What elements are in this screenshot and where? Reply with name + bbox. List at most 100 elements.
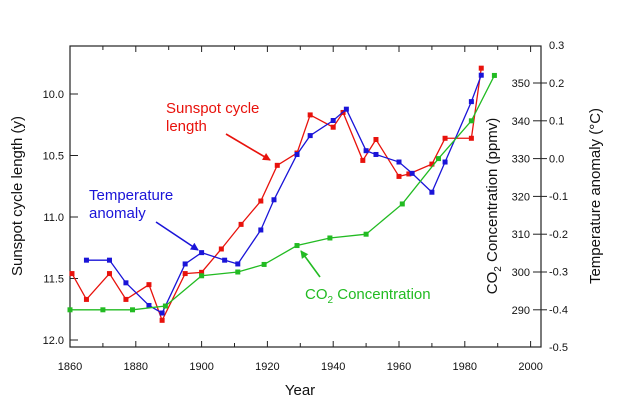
series-marker-2 bbox=[199, 273, 205, 279]
series-marker-1 bbox=[83, 257, 89, 263]
series-marker-1 bbox=[468, 99, 474, 105]
series-marker-1 bbox=[123, 280, 129, 286]
series-marker-2 bbox=[363, 231, 369, 237]
series-marker-1 bbox=[294, 151, 300, 157]
series-marker-2 bbox=[294, 243, 300, 249]
temperature-arrow bbox=[155, 221, 199, 251]
x-tick-label: 1920 bbox=[255, 361, 279, 373]
series-marker-0 bbox=[274, 162, 280, 168]
series-marker-0 bbox=[468, 135, 474, 141]
temp-tick-label: -0.5 bbox=[549, 342, 568, 354]
x-tick-label: 2000 bbox=[518, 361, 542, 373]
series-marker-0 bbox=[307, 112, 313, 118]
x-tick-label: 1880 bbox=[124, 361, 148, 373]
series-marker-0 bbox=[442, 135, 448, 141]
series-marker-0 bbox=[258, 198, 264, 204]
series-marker-0 bbox=[238, 221, 244, 227]
left-tick-label: 10.0 bbox=[43, 89, 64, 101]
x-tick-label: 1960 bbox=[387, 361, 411, 373]
series-marker-1 bbox=[271, 197, 277, 203]
series-marker-1 bbox=[343, 106, 349, 112]
series-marker-2 bbox=[468, 118, 474, 124]
temp-tick-label: -0.3 bbox=[549, 267, 568, 279]
series-marker-0 bbox=[123, 296, 129, 302]
series-marker-1 bbox=[409, 170, 415, 176]
series-marker-2 bbox=[327, 235, 333, 241]
series-marker-0 bbox=[360, 157, 366, 163]
series-marker-1 bbox=[106, 257, 112, 263]
temp-tick-label: -0.1 bbox=[549, 191, 568, 203]
co2-axis-title: CO2 Concentration (ppmv) bbox=[484, 118, 504, 294]
series-marker-0 bbox=[69, 271, 75, 277]
series-marker-1 bbox=[396, 159, 402, 165]
series-marker-1 bbox=[199, 250, 205, 256]
temp-axis-title: Temperature anomaly (°C) bbox=[587, 108, 604, 284]
x-axis-title: Year bbox=[285, 382, 315, 399]
co2-tick-label: 330 bbox=[512, 154, 530, 166]
series-marker-2 bbox=[67, 307, 73, 313]
left-axis-title: Sunspot cycle length (y) bbox=[9, 116, 26, 276]
x-tick-label: 1860 bbox=[58, 361, 82, 373]
series-marker-0 bbox=[406, 171, 412, 177]
series-marker-0 bbox=[373, 137, 379, 143]
series-marker-0 bbox=[429, 161, 435, 167]
series-marker-1 bbox=[363, 148, 369, 154]
series-marker-1 bbox=[373, 151, 379, 157]
series-marker-1 bbox=[307, 133, 313, 139]
series-marker-0 bbox=[83, 296, 89, 302]
series-marker-1 bbox=[235, 261, 241, 267]
series-marker-0 bbox=[182, 271, 188, 277]
temp-tick-label: -0.4 bbox=[549, 304, 568, 316]
series-marker-0 bbox=[218, 246, 224, 252]
x-tick-label: 1980 bbox=[453, 361, 477, 373]
co2-tick-label: 350 bbox=[512, 78, 530, 90]
co2-annotation: CO2 Concentration bbox=[305, 286, 431, 306]
series-marker-2 bbox=[130, 307, 136, 313]
temp-tick-label: 0.0 bbox=[549, 153, 564, 165]
temp-tick-label: -0.2 bbox=[549, 229, 568, 241]
series-marker-2 bbox=[162, 303, 168, 309]
series-marker-1 bbox=[330, 118, 336, 123]
co2-tick-label: 290 bbox=[512, 305, 530, 317]
co2-tick-label: 320 bbox=[512, 191, 530, 203]
series-marker-0 bbox=[199, 269, 205, 275]
series-marker-2 bbox=[100, 307, 106, 313]
series-marker-1 bbox=[429, 189, 435, 195]
co2-tick-label: 310 bbox=[512, 229, 530, 241]
co2-tick-label: 300 bbox=[512, 267, 530, 279]
sunspot-annotation: Sunspot cycle length bbox=[166, 100, 259, 135]
series-marker-1 bbox=[258, 227, 264, 233]
series-marker-0 bbox=[146, 282, 152, 288]
co2-arrow bbox=[300, 250, 321, 278]
series-marker-0 bbox=[478, 65, 484, 71]
series-marker-0 bbox=[106, 271, 112, 277]
series-marker-1 bbox=[442, 159, 448, 165]
series-marker-2 bbox=[491, 72, 497, 78]
series-marker-2 bbox=[435, 156, 441, 162]
series-marker-1 bbox=[159, 310, 165, 316]
series-marker-2 bbox=[399, 201, 405, 207]
series-marker-1 bbox=[478, 72, 484, 78]
x-tick-label: 1940 bbox=[321, 361, 345, 373]
series-marker-0 bbox=[396, 173, 402, 179]
left-tick-label: 11.5 bbox=[43, 274, 64, 286]
series-line-2 bbox=[70, 75, 495, 311]
series-marker-1 bbox=[182, 261, 188, 267]
left-tick-label: 10.5 bbox=[43, 151, 64, 163]
co2-tick-label: 340 bbox=[512, 116, 530, 128]
series-marker-0 bbox=[330, 124, 336, 130]
series-marker-2 bbox=[261, 261, 267, 267]
temp-tick-label: 0.1 bbox=[549, 116, 564, 128]
series-marker-1 bbox=[146, 302, 152, 308]
series-marker-1 bbox=[222, 257, 228, 263]
sunspot-arrow bbox=[225, 133, 271, 161]
left-tick-label: 12.0 bbox=[43, 335, 64, 347]
left-tick-label: 11.0 bbox=[43, 212, 64, 224]
series-marker-2 bbox=[235, 269, 241, 275]
temp-tick-label: 0.3 bbox=[549, 40, 564, 52]
temp-tick-label: 0.2 bbox=[549, 78, 564, 90]
series-marker-0 bbox=[159, 317, 165, 323]
x-tick-label: 1900 bbox=[189, 361, 213, 373]
temperature-annotation: Temperature anomaly bbox=[89, 187, 173, 222]
